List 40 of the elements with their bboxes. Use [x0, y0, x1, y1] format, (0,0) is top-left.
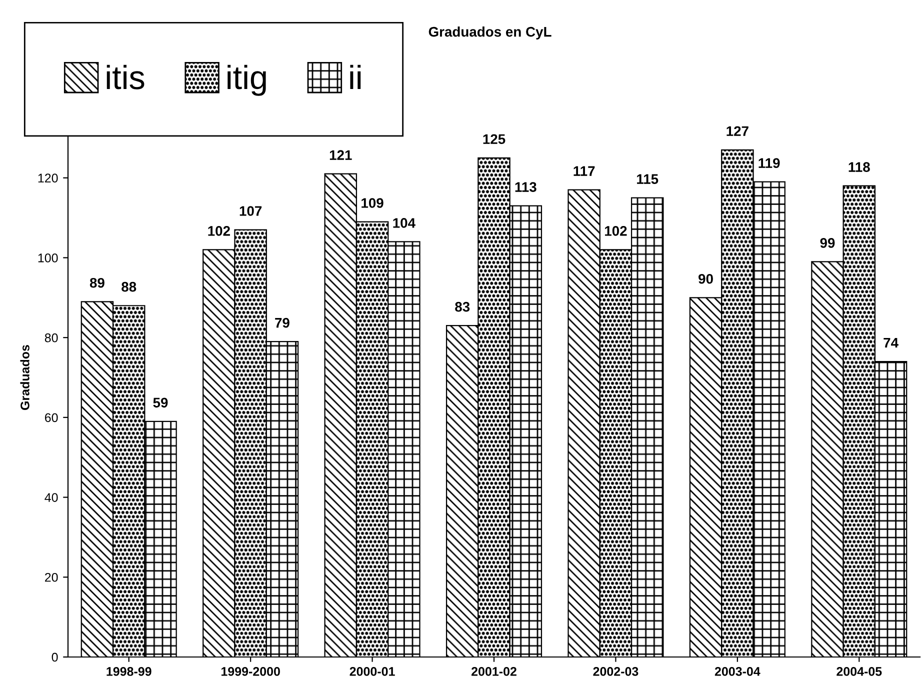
y-tick-label: 120 [38, 174, 58, 183]
x-tick-label: 2000-01 [350, 667, 395, 676]
data-label: 115 [637, 174, 658, 184]
data-label: 109 [362, 198, 384, 208]
data-label: 127 [726, 126, 748, 136]
data-label: 121 [330, 150, 352, 160]
data-label: 117 [574, 166, 595, 176]
x-tick-label: 1998-99 [106, 667, 152, 676]
data-label: 102 [208, 226, 230, 236]
data-label: 83 [455, 302, 470, 312]
y-tick-label: 60 [45, 413, 58, 422]
data-label: 107 [240, 206, 262, 216]
data-label: 125 [483, 134, 506, 144]
x-tick-label: 2004-05 [836, 667, 882, 676]
data-label: 99 [820, 238, 835, 248]
y-tick-label: 0 [52, 652, 58, 662]
y-tick-label: 100 [38, 254, 58, 262]
data-label: 90 [698, 274, 713, 284]
data-label: 119 [758, 158, 780, 168]
data-label: 113 [515, 182, 536, 192]
x-tick-label: 2003-04 [714, 667, 760, 676]
data-label: 102 [605, 226, 627, 236]
data-label: 88 [122, 282, 136, 292]
legend-label: itis [106, 64, 144, 90]
y-axis-title: Graduados [20, 345, 30, 410]
data-label: 79 [275, 318, 290, 328]
data-label: 59 [153, 398, 168, 408]
data-label: 118 [848, 162, 870, 172]
y-tick-label: 80 [44, 333, 58, 342]
x-tick-label: 1999-2000 [221, 667, 280, 676]
legend-label: ii [350, 64, 361, 89]
x-tick-label: 2002-03 [593, 667, 638, 676]
x-tick-label: 2001-02 [472, 667, 516, 676]
y-tick-label: 40 [44, 493, 58, 502]
chart-title: Graduados en CyL [428, 26, 552, 40]
data-label: 74 [884, 338, 898, 348]
y-tick-label: 20 [45, 572, 58, 582]
data-label: 89 [90, 278, 104, 288]
legend-label: itig [228, 64, 266, 96]
data-label: 104 [393, 218, 416, 228]
